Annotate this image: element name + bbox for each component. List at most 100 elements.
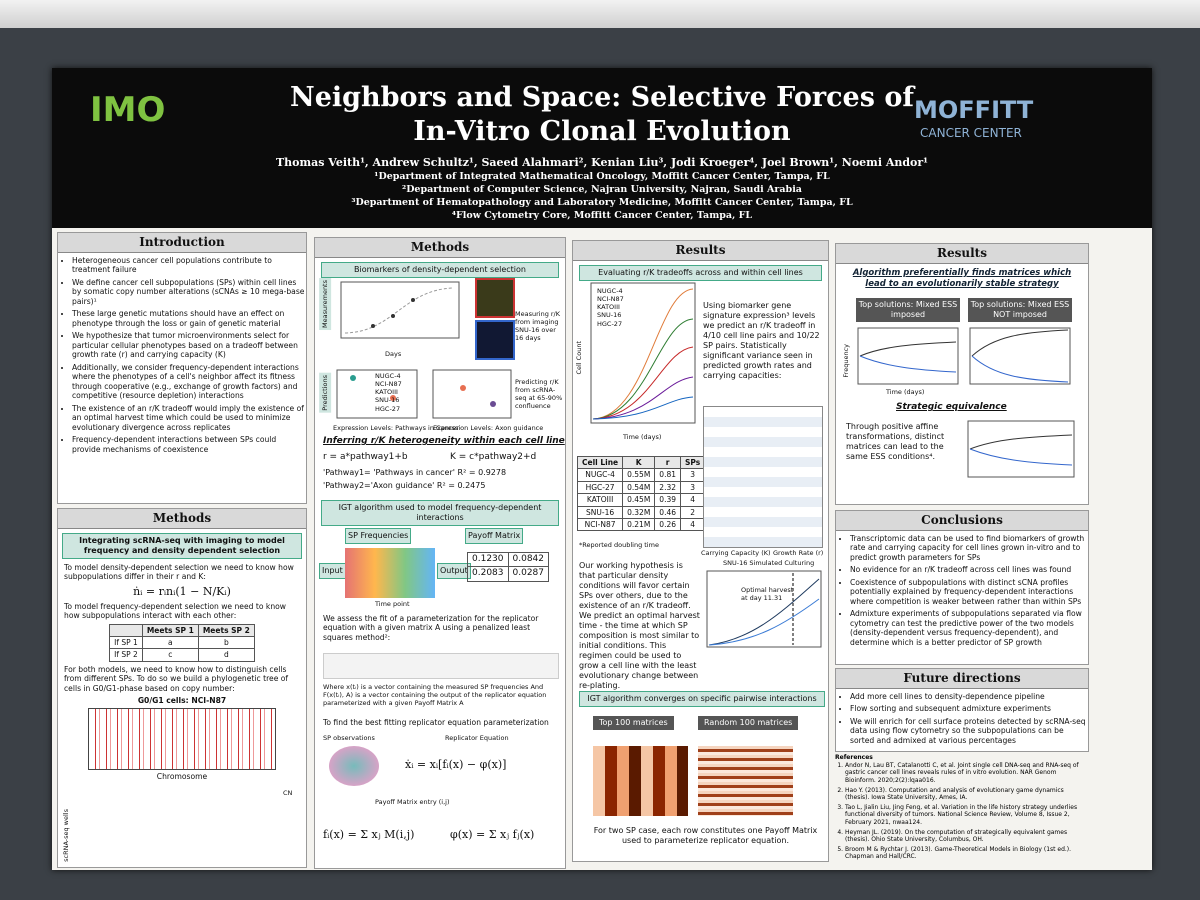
axis-label: Expression Levels: Axon guidance — [433, 424, 544, 432]
axis-label: scRNA-seq wells — [62, 809, 70, 862]
table-cell: SNU-16 — [576, 505, 624, 519]
table-row: 0.2083 0.0287 — [467, 566, 549, 582]
paragraph: Through positive affine transformations,… — [846, 422, 945, 461]
figure-title: SNU-16 Simulated Culturing — [723, 559, 815, 567]
subheading: Algorithm preferentially finds matrices … — [852, 268, 1072, 289]
list-item: We hypothesize that tumor microenvironme… — [72, 331, 306, 359]
label: Random 100 matrices — [698, 716, 799, 730]
axis-label: Time (days) — [886, 388, 925, 396]
table-cell: HGC-27 — [576, 480, 624, 495]
axis-label: Time point — [375, 600, 410, 608]
logo-right: CANCER CENTER — [920, 126, 1022, 140]
logo-right: MOFFITT — [914, 96, 1034, 124]
bullet-list: Add more cell lines to density-dependenc… — [836, 692, 1088, 745]
section-heading: Conclusions — [836, 511, 1088, 531]
label: Payoff Matrix entry (i,j) — [375, 798, 450, 806]
affiliation: ¹Department of Integrated Mathematical O… — [374, 171, 830, 182]
cluster-image — [329, 746, 379, 786]
table-cell: NUGC-4 — [576, 468, 624, 482]
list-item: These large genetic mutations should hav… — [72, 309, 306, 328]
list-item: Transcriptomic data can be used to find … — [850, 534, 1088, 562]
legend: NUGC-4 NCI-N87 KATOIII SNU-16 HGC-27 — [375, 372, 402, 413]
title: Neighbors and Space: Selective Forces of — [290, 82, 914, 113]
bullet-list: Transcriptomic data can be used to find … — [836, 534, 1088, 647]
section-heading: Results — [573, 241, 828, 261]
table-cell: 0.0842 — [507, 551, 549, 568]
list-item: Tao L, Jialin Liu, Jing Feng, et al. Var… — [845, 804, 1087, 826]
table-cell: a — [141, 636, 199, 650]
section: Introduction Heterogeneous cancer cell p… — [57, 232, 307, 504]
axis-label: Frequency — [842, 344, 850, 378]
header-cell: Meets SP 1 — [141, 623, 199, 638]
section: Methods Integrating scRNA-seq with imagi… — [57, 508, 307, 868]
stat: 'Pathway2='Axon guidance' R² = 0.2475 — [323, 481, 486, 490]
affiliation: ²Department of Computer Science, Najran … — [402, 184, 802, 195]
frequency-plots — [857, 327, 1071, 385]
equation: K = c*pathway2+d — [450, 452, 537, 462]
paragraph: For both models, we need to know how to … — [64, 664, 289, 693]
affiliation: ⁴Flow Cytometry Core, Moffitt Cancer Cen… — [451, 210, 753, 221]
axis-label: Growth Rate (r) — [773, 549, 824, 557]
label: Top 100 matrices — [593, 716, 674, 730]
table-cell: 4 — [679, 493, 706, 507]
subheading: IGT algorithm converges on specific pair… — [579, 691, 825, 707]
label: SP Frequencies — [345, 528, 412, 544]
header-cell: Meets SP 2 — [197, 623, 255, 638]
legend-item: NCI-N87 — [375, 380, 402, 389]
equation: ẋᵢ = xᵢ[fᵢ(x) − φ(x)] — [405, 758, 507, 771]
section: Future directions Add more cell lines to… — [835, 668, 1089, 752]
legend-item: KATOIII — [597, 303, 620, 312]
section: Conclusions Transcriptomic data can be u… — [835, 510, 1089, 665]
equation: fᵢ(x) = Σ xⱼ M(i,j) — [323, 828, 415, 841]
table-cell: d — [197, 648, 255, 662]
label: SP observations — [323, 734, 375, 742]
list-item: No evidence for an r/K tradeoff across c… — [850, 565, 1088, 574]
equation: φ(x) = Σ xⱼ fⱼ(x) — [450, 828, 535, 841]
table-cell: 0.21M — [622, 517, 656, 532]
subheading: Evaluating r/K tradeoffs across and with… — [579, 265, 822, 281]
heatmap — [698, 746, 793, 816]
subheading: Inferring r/K heterogeneity within each … — [323, 436, 565, 446]
header-cell: r — [654, 455, 681, 470]
equation: ṅᵢ = rᵢnᵢ(1 − N/Kᵢ) — [133, 584, 231, 598]
header-cell: SPs — [679, 455, 706, 470]
equation: r = a*pathway1+b — [323, 452, 408, 462]
list-item: Admixture experiments of subpopulations … — [850, 609, 1088, 647]
heatmap — [593, 746, 688, 816]
table-cell: 0.39 — [654, 493, 681, 507]
table-cell: NCI-N87 — [576, 517, 624, 532]
table-cell: 0.32M — [622, 505, 656, 519]
table-cell: 0.45M — [622, 493, 656, 507]
table-cell: 0.2083 — [467, 566, 509, 582]
payoff-table: 0.1230 0.0842 0.2083 0.0287 — [467, 551, 549, 582]
legend-title: CN — [283, 789, 293, 797]
paragraph: To model density-dependent selection we … — [64, 563, 294, 582]
poster-header: IMO Neighbors and Space: Selective Force… — [52, 68, 1152, 228]
table-cell: 0.26 — [654, 517, 681, 532]
list-item: Heterogeneous cancer cell populations co… — [72, 256, 306, 275]
section-heading: Introduction — [58, 233, 306, 253]
paragraph: To model frequency-dependent selection w… — [64, 601, 286, 621]
paragraph: Our working hypothesis is that particula… — [579, 561, 700, 690]
violin-plots — [703, 406, 823, 548]
axis-label: Cell Count — [575, 341, 583, 375]
heatmap — [88, 707, 276, 770]
affiliation: ³Department of Hematopathology and Labor… — [351, 197, 853, 208]
axis-label: Expression Levels: Pathways in Cancer — [333, 424, 459, 432]
header-cell: Cell Line — [576, 455, 624, 470]
table-cell: 4 — [679, 517, 706, 532]
table-cell: 0.81 — [654, 468, 681, 482]
stat: 'Pathway1= 'Pathways in cancer' R² = 0.9… — [323, 468, 507, 477]
legend-item: SNU-16 — [597, 311, 622, 320]
legend-item: KATOIII — [375, 388, 398, 397]
section-heading: Future directions — [836, 669, 1088, 689]
list-item: Additionally, we consider frequency-depe… — [72, 363, 306, 401]
table-cell: 0.46 — [654, 505, 681, 519]
header-cell — [109, 623, 143, 638]
table-cell: 0.54M — [622, 480, 656, 495]
